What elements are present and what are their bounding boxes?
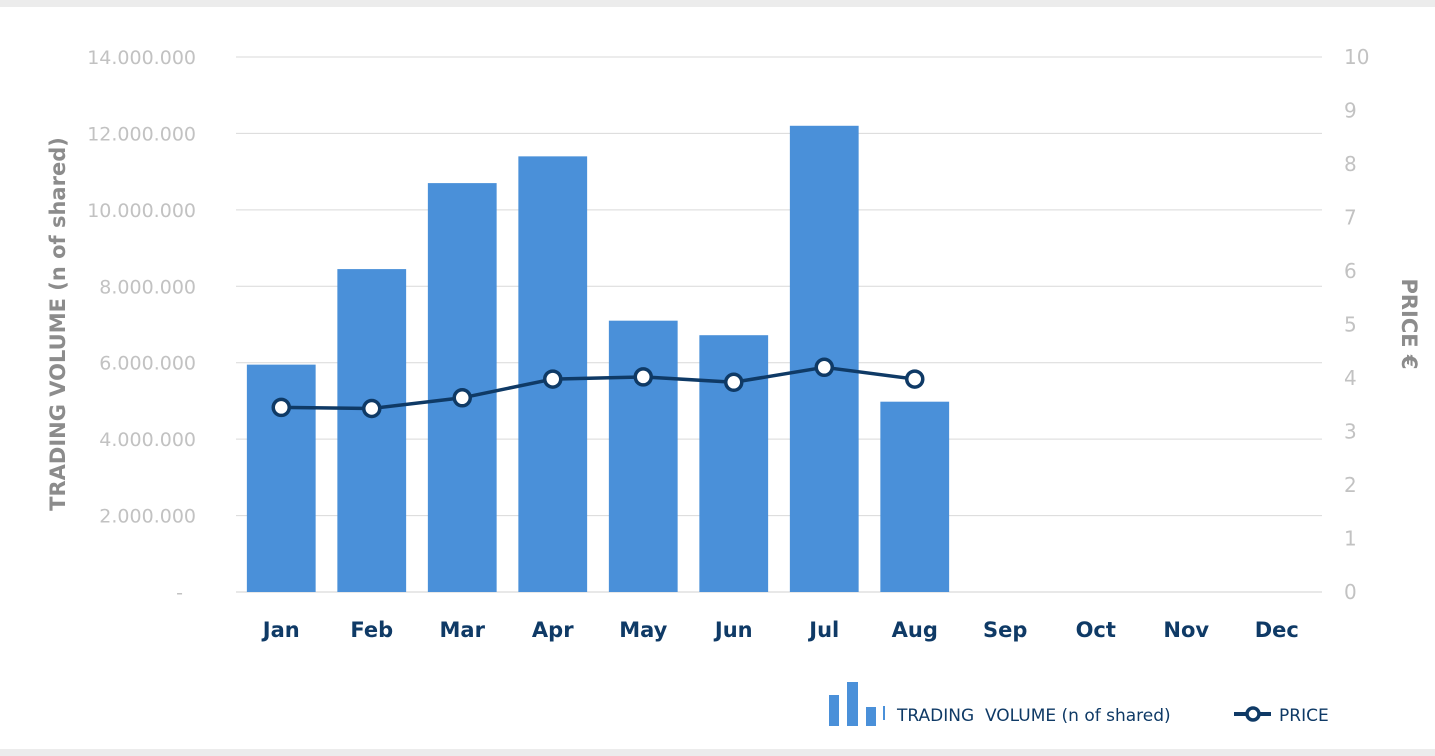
price-point xyxy=(271,397,291,418)
volume-bars xyxy=(246,125,950,593)
category-label: Jan xyxy=(261,618,300,642)
right-tick-label: 1 xyxy=(1344,527,1357,551)
bottom-border xyxy=(0,749,1435,756)
category-label: Aug xyxy=(892,618,938,642)
category-label: Oct xyxy=(1076,618,1116,642)
right-tick-label: 2 xyxy=(1344,473,1357,497)
category-label: Apr xyxy=(532,618,574,642)
left-tick-label: 4.000.000 xyxy=(99,429,196,451)
right-tick-label: 10 xyxy=(1344,45,1369,69)
left-tick-label: 12.000.000 xyxy=(87,123,196,145)
right-tick-label: 3 xyxy=(1344,420,1357,444)
category-label: May xyxy=(619,618,667,642)
category-label: Feb xyxy=(350,618,393,642)
right-tick-label: 6 xyxy=(1344,259,1357,283)
category-label: Dec xyxy=(1255,618,1299,642)
price-line-series xyxy=(271,357,925,419)
category-label: Jun xyxy=(713,618,753,642)
price-point xyxy=(724,372,744,393)
legend-price-label: PRICE xyxy=(1279,706,1329,726)
right-tick-label: 5 xyxy=(1344,313,1357,337)
right-axis-ticks: 0 1 2 3 4 5 6 7 8 9 10 xyxy=(1344,45,1369,604)
left-tick-label: 14.000.000 xyxy=(87,47,196,69)
left-tick-label: 10.000.000 xyxy=(87,200,196,222)
legend-bar-icon xyxy=(829,682,885,726)
left-tick-label: 8.000.000 xyxy=(99,276,196,298)
price-point xyxy=(362,398,382,419)
right-axis-title: PRICE € xyxy=(1397,278,1421,369)
category-axis-ticks: Jan Feb Mar Apr May Jun Jul Aug Sep Oct Nov Dec xyxy=(261,618,1299,642)
price-point xyxy=(543,369,563,389)
right-tick-label: 8 xyxy=(1344,152,1357,176)
category-label: Nov xyxy=(1163,618,1209,642)
top-border xyxy=(0,0,1435,7)
legend-volume-label: TRADING VOLUME (n of shared) xyxy=(896,706,1171,726)
price-line xyxy=(281,365,915,411)
category-label: Sep xyxy=(983,618,1027,642)
gridlines xyxy=(236,56,1322,593)
category-label: Mar xyxy=(440,618,486,642)
left-tick-label: 6.000.000 xyxy=(99,353,196,375)
volume-bar xyxy=(427,183,497,592)
volume-bar xyxy=(337,269,407,592)
right-tick-label: 9 xyxy=(1344,99,1357,123)
legend-line-icon xyxy=(1234,706,1271,722)
price-point xyxy=(452,388,472,408)
right-tick-label: 7 xyxy=(1344,206,1357,230)
left-axis-title: TRADING VOLUME (n of shared) xyxy=(46,137,70,511)
left-axis-ticks: - 2.000.000 4.000.000 6.000.000 8.000.000 10.… xyxy=(87,47,196,604)
volume-bar xyxy=(880,401,950,592)
price-point xyxy=(905,369,925,389)
volume-bar xyxy=(608,320,678,592)
right-tick-label: 0 xyxy=(1344,580,1357,604)
category-label: Jul xyxy=(807,618,839,642)
price-point xyxy=(814,357,834,378)
price-point xyxy=(633,367,653,387)
legend: TRADING VOLUME (n of shared) PRICE xyxy=(829,682,1329,726)
left-tick-label: - xyxy=(176,582,183,604)
left-tick-label: 2.000.000 xyxy=(99,506,196,528)
right-tick-label: 4 xyxy=(1344,366,1357,390)
